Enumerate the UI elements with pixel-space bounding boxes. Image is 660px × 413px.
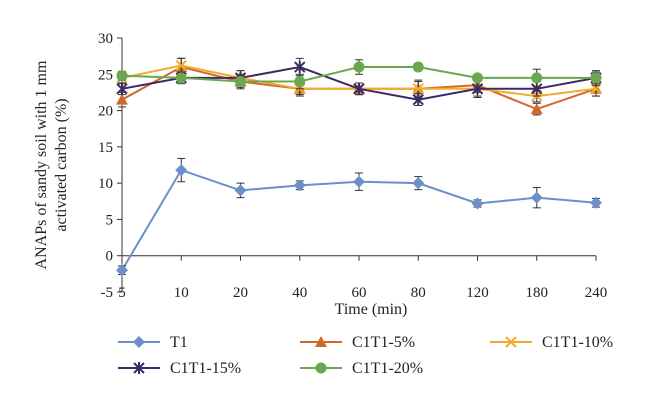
legend-item: C1T1-10% [490, 334, 613, 351]
legend-item: C1T1-15% [118, 360, 241, 377]
legend-label: C1T1-20% [352, 360, 423, 377]
data-point-marker [412, 177, 425, 190]
x-tick-label: 180 [526, 285, 549, 301]
legend-marker [505, 336, 517, 348]
data-point-marker [175, 164, 188, 177]
y-axis-title-line: ANAPs of sandy soil with 1 mm [33, 60, 50, 269]
data-point-marker [530, 103, 543, 115]
y-tick-label: 30 [98, 31, 113, 47]
data-point-marker [116, 93, 128, 105]
x-tick-label: 5 [118, 285, 126, 301]
data-point-marker [235, 76, 246, 88]
x-tick-label: 80 [411, 285, 426, 301]
data-point-marker [294, 61, 306, 74]
data-point-marker [116, 82, 128, 95]
data-point-marker [353, 82, 365, 95]
y-tick-label: 5 [106, 212, 114, 228]
data-point-marker [353, 61, 365, 73]
x-tick-label: 120 [466, 285, 489, 301]
series-c1t1-20 [116, 59, 602, 90]
data-point-marker [471, 197, 484, 210]
legend-marker [315, 362, 327, 374]
data-point-marker [175, 72, 187, 84]
series-t1 [116, 157, 602, 277]
data-point-marker [353, 175, 365, 188]
legend-item: T1 [118, 334, 188, 351]
data-point-marker [590, 72, 602, 84]
data-point-marker [116, 264, 128, 277]
x-axis-title: Time (min) [335, 301, 408, 318]
data-point-marker [530, 191, 543, 204]
x-tick-label: 10 [174, 285, 189, 301]
x-tick-label: 20 [233, 285, 248, 301]
y-tick-label: 10 [98, 176, 113, 192]
data-point-marker [531, 72, 543, 84]
legend-label: C1T1-15% [170, 360, 241, 377]
legend-item: C1T1-20% [300, 360, 423, 377]
legend-marker [133, 336, 145, 348]
y-axis-title-line: activated carbon (%) [53, 98, 70, 231]
data-point-marker [116, 70, 128, 82]
data-point-marker [590, 196, 602, 209]
data-point-marker [412, 83, 424, 95]
legend-marker [133, 362, 145, 374]
legend-label: C1T1-10% [542, 334, 613, 351]
legend-label: T1 [170, 334, 188, 351]
x-tick-label: 240 [585, 285, 608, 301]
data-point-marker [293, 179, 306, 192]
data-point-marker [234, 184, 247, 197]
legend-marker [315, 336, 327, 347]
data-point-marker [175, 59, 187, 72]
legend-label: C1T1-5% [352, 334, 415, 351]
data-point-marker [412, 93, 424, 106]
y-tick-label: 15 [98, 140, 113, 156]
y-tick-label: -5 [101, 285, 114, 301]
y-tick-label: 25 [98, 67, 113, 83]
data-point-marker [412, 61, 424, 73]
y-tick-label: 0 [106, 249, 114, 265]
x-tick-label: 60 [352, 285, 367, 301]
y-tick-label: 20 [98, 104, 113, 120]
legend-item: C1T1-5% [300, 334, 415, 351]
data-point-marker [471, 82, 484, 95]
x-tick-label: 40 [292, 285, 307, 301]
data-point-marker [294, 76, 306, 88]
data-point-marker [472, 72, 483, 84]
